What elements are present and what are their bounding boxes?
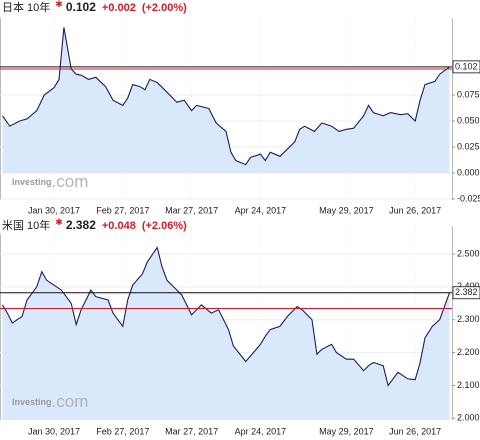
- last-value: 0.102: [66, 0, 96, 14]
- instrument-name: 日本 10年: [2, 0, 50, 14]
- y-tick-label: 2.000: [457, 413, 480, 423]
- x-tick-label: Feb 27, 2017: [96, 205, 149, 215]
- logo: Investing.com: [12, 392, 88, 411]
- x-tick-label: Jan 30, 2017: [28, 426, 80, 436]
- header: 日本 10年 ✱ 0.102 +0.002 (+2.00%): [2, 0, 187, 14]
- logo-brand: Investing: [12, 397, 52, 407]
- y-tick-label: 0.050: [457, 115, 480, 125]
- current-value-label: 2.382: [455, 287, 478, 297]
- logo-suffix: .com: [52, 392, 89, 411]
- logo-brand: Investing: [12, 177, 52, 187]
- x-tick-label: Mar 27, 2017: [165, 426, 218, 436]
- x-tick-label: Jun 26, 2017: [389, 205, 441, 215]
- y-tick-label: 2.500: [457, 248, 480, 258]
- x-tick-label: May 29, 2017: [319, 205, 374, 215]
- area: [2, 247, 450, 420]
- change-percent: (+2.06%): [142, 220, 187, 232]
- instrument-name: 米国 10年: [2, 218, 50, 232]
- x-tick-label: Mar 27, 2017: [165, 205, 218, 215]
- y-tick-label: 2.300: [457, 314, 480, 324]
- x-tick-label: Apr 24, 2017: [235, 205, 287, 215]
- x-tick-label: Jan 30, 2017: [28, 205, 80, 215]
- last-value: 2.382: [66, 218, 96, 232]
- y-tick-label: 2.200: [457, 347, 480, 357]
- y-tick-label: 0.025: [457, 141, 480, 151]
- current-value-label: 0.102: [455, 61, 478, 71]
- current-value-box: [452, 286, 480, 300]
- change-percent: (+2.00%): [142, 2, 187, 14]
- logo: Investing.com: [12, 172, 88, 191]
- current-value-box: [452, 60, 480, 74]
- logo-suffix: .com: [52, 172, 89, 191]
- change: +0.002: [102, 2, 136, 14]
- line: [2, 246, 451, 387]
- header-bg: [0, 218, 171, 234]
- header: 米国 10年 ✱ 2.382 +0.048 (+2.06%): [2, 217, 187, 232]
- header-bg: [0, 0, 171, 16]
- y-tick-label: -0.025: [457, 193, 480, 203]
- line: [2, 27, 450, 166]
- x-tick-label: Feb 27, 2017: [96, 426, 149, 436]
- marker-icon: ✱: [55, 0, 63, 9]
- y-tick-label: 0.000: [457, 167, 480, 177]
- x-tick-label: Jun 26, 2017: [389, 426, 441, 436]
- change: +0.048: [102, 220, 136, 232]
- y-tick-label: 0.075: [457, 89, 480, 99]
- y-tick-label: 2.400: [457, 281, 480, 291]
- area: [2, 27, 450, 173]
- marker-icon: ✱: [55, 217, 63, 227]
- x-tick-label: Apr 24, 2017: [235, 426, 287, 436]
- x-tick-label: May 29, 2017: [319, 426, 374, 436]
- y-tick-label: 2.100: [457, 380, 480, 390]
